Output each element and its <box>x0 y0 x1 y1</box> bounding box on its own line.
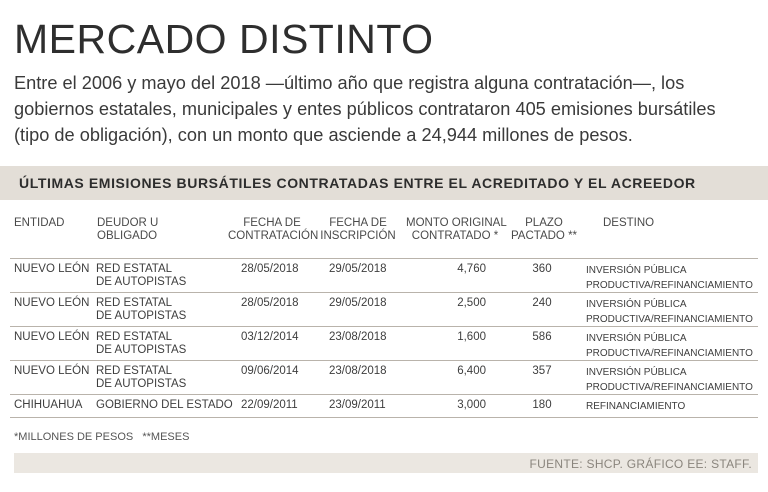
cell-deudor-line2: DE AUTOPISTAS <box>96 310 187 322</box>
cell-fecha-inscripcion: 23/08/2018 <box>329 365 387 377</box>
intro-paragraph: Entre el 2006 y mayo del 2018 —último añ… <box>14 73 716 145</box>
cell-deudor: RED ESTATAL DE AUTOPISTAS <box>96 263 186 289</box>
header-entidad-label: ENTIDAD <box>14 217 65 229</box>
table-row: CHIHUAHUA GOBIERNO DEL ESTADO 22/09/2011… <box>10 394 758 418</box>
cell-deudor-line2: DE AUTOPISTAS <box>96 344 187 356</box>
header-fecha-inscripcion-line1: FECHA DE <box>329 217 387 229</box>
cell-fecha-inscripcion: 23/08/2018 <box>329 331 387 343</box>
cell-destino: REFINANCIAMIENTO <box>586 401 686 412</box>
table-row: NUEVO LEÓN RED ESTATAL DE AUTOPISTAS 03/1… <box>10 326 758 360</box>
cell-destino: INVERSIÓN PÚBLICA PRODUCTIVA/REFINANCIAMI… <box>586 365 753 395</box>
cell-plazo: 586 <box>532 331 552 343</box>
cell-destino: INVERSIÓN PÚBLICA PRODUCTIVA/REFINANCIAMI… <box>586 331 753 361</box>
cell-fecha-contratacion: 09/06/2014 <box>241 365 299 377</box>
table-row: NUEVO LEÓN RED ESTATAL DE AUTOPISTAS 28/0… <box>10 258 758 292</box>
cell-fecha-contratacion: 22/09/2011 <box>241 399 298 411</box>
cell-fecha-contratacion: 28/05/2018 <box>241 263 299 275</box>
cell-destino-line1: INVERSIÓN PÚBLICA <box>586 299 687 310</box>
cell-deudor-line2: DE AUTOPISTAS <box>96 378 187 390</box>
header-entidad: ENTIDAD <box>14 217 64 230</box>
header-fecha-contratacion-line1: FECHA DE <box>243 217 301 229</box>
table-row: NUEVO LEÓN RED ESTATAL DE AUTOPISTAS 28/0… <box>10 292 758 326</box>
cell-entidad: CHIHUAHUA <box>14 399 83 411</box>
header-fecha-contratacion: FECHA DE CONTRATACIÓN <box>228 217 319 243</box>
cell-destino-line2: PRODUCTIVA/REFINANCIAMIENTO <box>586 348 753 359</box>
cell-deudor-line1: RED ESTATAL <box>96 263 173 275</box>
source-credit: FUENTE: SHCP. GRÁFICO EE: STAFF. <box>529 457 752 471</box>
cell-destino: INVERSIÓN PÚBLICA PRODUCTIVA/REFINANCIAMI… <box>586 297 753 327</box>
header-monto-line1: MONTO ORIGINAL <box>406 217 507 229</box>
footnotes: *MILLONES DE PESOS **MESES <box>14 431 190 443</box>
cell-destino-line2: PRODUCTIVA/REFINANCIAMIENTO <box>586 280 753 291</box>
cell-destino: INVERSIÓN PÚBLICA PRODUCTIVA/REFINANCIAMI… <box>586 263 753 293</box>
table-row: NUEVO LEÓN RED ESTATAL DE AUTOPISTAS 09/0… <box>10 360 758 394</box>
cell-destino-line2: PRODUCTIVA/REFINANCIAMIENTO <box>586 382 753 393</box>
cell-fecha-inscripcion: 23/09/2011 <box>329 399 386 411</box>
source-band: FUENTE: SHCP. GRÁFICO EE: STAFF. <box>14 453 758 473</box>
cell-deudor: RED ESTATAL DE AUTOPISTAS <box>96 297 186 323</box>
cell-destino-line1: INVERSIÓN PÚBLICA <box>586 333 687 344</box>
cell-plazo: 180 <box>532 399 552 411</box>
header-plazo-line2: PACTADO ** <box>510 230 578 242</box>
header-fecha-inscripcion-line2: INSCRIPCIÓN <box>320 230 396 242</box>
header-deudor-line1: DEUDOR U <box>97 217 159 229</box>
cell-entidad: NUEVO LEÓN <box>14 297 90 309</box>
table-title-band: ÚLTIMAS EMISIONES BURSÁTILES CONTRATADAS… <box>0 166 768 200</box>
cell-monto: 3,000 <box>457 399 486 411</box>
page-title: MERCADO DISTINTO <box>14 16 434 62</box>
cell-entidad: NUEVO LEÓN <box>14 263 90 275</box>
header-plazo-line1: PLAZO <box>525 217 563 229</box>
header-fecha-inscripcion: FECHA DE INSCRIPCIÓN <box>320 217 396 243</box>
cell-deudor: RED ESTATAL DE AUTOPISTAS <box>96 365 186 391</box>
header-plazo: PLAZO PACTADO ** <box>510 217 578 243</box>
header-monto: MONTO ORIGINAL CONTRATADO * <box>406 217 507 243</box>
cell-monto: 1,600 <box>457 331 486 343</box>
header-deudor-line2: OBLIGADO <box>97 230 158 242</box>
cell-monto: 4,760 <box>457 263 486 275</box>
cell-destino-line2: PRODUCTIVA/REFINANCIAMIENTO <box>586 314 753 325</box>
cell-plazo: 357 <box>532 365 552 377</box>
cell-deudor-line2: DE AUTOPISTAS <box>96 276 187 288</box>
header-destino-label: DESTINO <box>603 217 655 229</box>
cell-fecha-contratacion: 28/05/2018 <box>241 297 299 309</box>
cell-entidad: NUEVO LEÓN <box>14 331 90 343</box>
cell-fecha-inscripcion: 29/05/2018 <box>329 297 387 309</box>
cell-fecha-inscripcion: 29/05/2018 <box>329 263 387 275</box>
header-fecha-contratacion-line2: CONTRATACIÓN <box>228 230 319 242</box>
cell-destino-line1: INVERSIÓN PÚBLICA <box>586 367 687 378</box>
cell-monto: 6,400 <box>457 365 486 377</box>
header-monto-line2: CONTRATADO * <box>411 230 499 242</box>
cell-deudor: GOBIERNO DEL ESTADO <box>96 399 233 411</box>
cell-plazo: 240 <box>532 297 552 309</box>
cell-monto: 2,500 <box>457 297 486 309</box>
cell-entidad: NUEVO LEÓN <box>14 365 90 377</box>
cell-deudor-line1: RED ESTATAL <box>96 297 173 309</box>
header-destino: DESTINO <box>603 217 654 230</box>
cell-deudor-line1: RED ESTATAL <box>96 365 173 377</box>
cell-fecha-contratacion: 03/12/2014 <box>241 331 299 343</box>
header-deudor: DEUDOR U OBLIGADO <box>97 217 158 243</box>
cell-plazo: 360 <box>532 263 552 275</box>
table-body: NUEVO LEÓN RED ESTATAL DE AUTOPISTAS 28/0… <box>10 258 758 418</box>
cell-destino-line1: INVERSIÓN PÚBLICA <box>586 265 687 276</box>
cell-deudor: RED ESTATAL DE AUTOPISTAS <box>96 331 186 357</box>
cell-deudor-line1: RED ESTATAL <box>96 331 173 343</box>
table-title: ÚLTIMAS EMISIONES BURSÁTILES CONTRATADAS… <box>19 175 696 191</box>
